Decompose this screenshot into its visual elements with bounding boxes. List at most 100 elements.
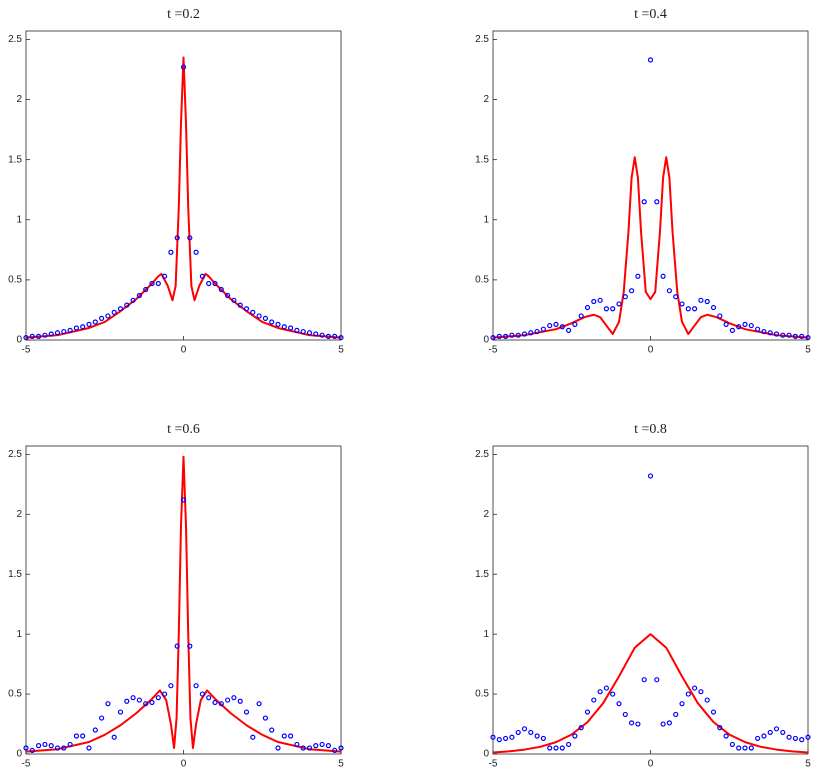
point [754, 326, 761, 332]
point [654, 677, 660, 683]
point [635, 273, 641, 279]
point [187, 643, 193, 649]
point [319, 332, 325, 338]
y-tick-label: 1 [16, 629, 22, 640]
x-tick-label: 5 [805, 345, 811, 356]
y-tick-label: 2.5 [8, 34, 22, 45]
point [742, 745, 748, 751]
point [288, 325, 294, 331]
point [799, 333, 805, 339]
point [610, 306, 616, 312]
x-tick-label: 5 [338, 759, 344, 770]
point [187, 235, 193, 241]
point [306, 745, 313, 751]
point [42, 741, 48, 748]
point [143, 701, 149, 707]
point [313, 743, 319, 749]
point [61, 745, 67, 751]
subplot: t =0.800.511.522.5-5 0 5 [475, 422, 811, 769]
point [578, 725, 584, 731]
point [647, 57, 654, 63]
point [218, 286, 224, 293]
y-tick-label: 0 [16, 335, 22, 346]
y-tick-label: 1 [483, 214, 489, 225]
x-tick-label: 0 [181, 759, 187, 770]
x-tick-label: 0 [181, 345, 187, 356]
y-tick-label: 2 [16, 509, 22, 520]
axes-box [492, 30, 809, 341]
point [578, 313, 584, 319]
y-tick-label: 2 [483, 94, 489, 105]
point [136, 292, 142, 299]
point [111, 309, 117, 315]
point [622, 294, 628, 300]
point [761, 328, 767, 335]
point [124, 698, 130, 704]
point [647, 473, 654, 479]
point [704, 697, 710, 703]
point [767, 330, 773, 336]
point [729, 327, 736, 333]
point [654, 199, 660, 205]
point [237, 698, 243, 704]
axes-box [492, 445, 809, 755]
point [717, 725, 723, 731]
point [332, 747, 338, 754]
point [723, 733, 729, 739]
point [565, 327, 572, 333]
point [73, 325, 80, 331]
point [553, 745, 559, 751]
point [174, 643, 180, 649]
point [162, 691, 168, 697]
point [490, 734, 496, 740]
point [572, 321, 578, 327]
point [710, 709, 717, 715]
subplot: t =0.400.511.522.5-5 0 5 [475, 7, 811, 355]
point [199, 691, 205, 697]
y-tick-label: 1.5 [8, 154, 22, 165]
point [48, 743, 54, 749]
point [748, 322, 754, 329]
point [736, 324, 742, 330]
point [660, 721, 666, 727]
point [591, 298, 597, 305]
point [174, 235, 180, 241]
point [149, 280, 155, 287]
y-tick-label: 2 [16, 94, 22, 105]
point [799, 737, 805, 743]
point [540, 326, 547, 332]
point [679, 301, 685, 307]
point [111, 734, 117, 740]
curve [492, 156, 809, 339]
point [281, 733, 287, 739]
point [521, 331, 528, 337]
point [168, 683, 174, 689]
point [673, 294, 679, 300]
point [780, 332, 786, 338]
axes-box [25, 445, 342, 755]
point [635, 721, 641, 727]
point [509, 332, 515, 338]
point [597, 689, 603, 695]
y-tick-label: 1.5 [475, 154, 489, 165]
point [767, 729, 773, 736]
point [67, 327, 73, 333]
x-tick-label: 5 [805, 759, 811, 770]
point [162, 273, 168, 279]
point [673, 711, 679, 718]
y-tick-label: 1.5 [475, 569, 489, 580]
point [792, 333, 799, 339]
point [288, 733, 294, 739]
point [92, 319, 98, 325]
point [603, 685, 610, 691]
point [193, 683, 199, 689]
point [641, 677, 647, 683]
point [124, 302, 130, 308]
point [35, 333, 42, 339]
point [54, 330, 61, 336]
point [717, 313, 723, 319]
point [325, 333, 331, 339]
curve [25, 455, 342, 753]
point [281, 324, 287, 330]
